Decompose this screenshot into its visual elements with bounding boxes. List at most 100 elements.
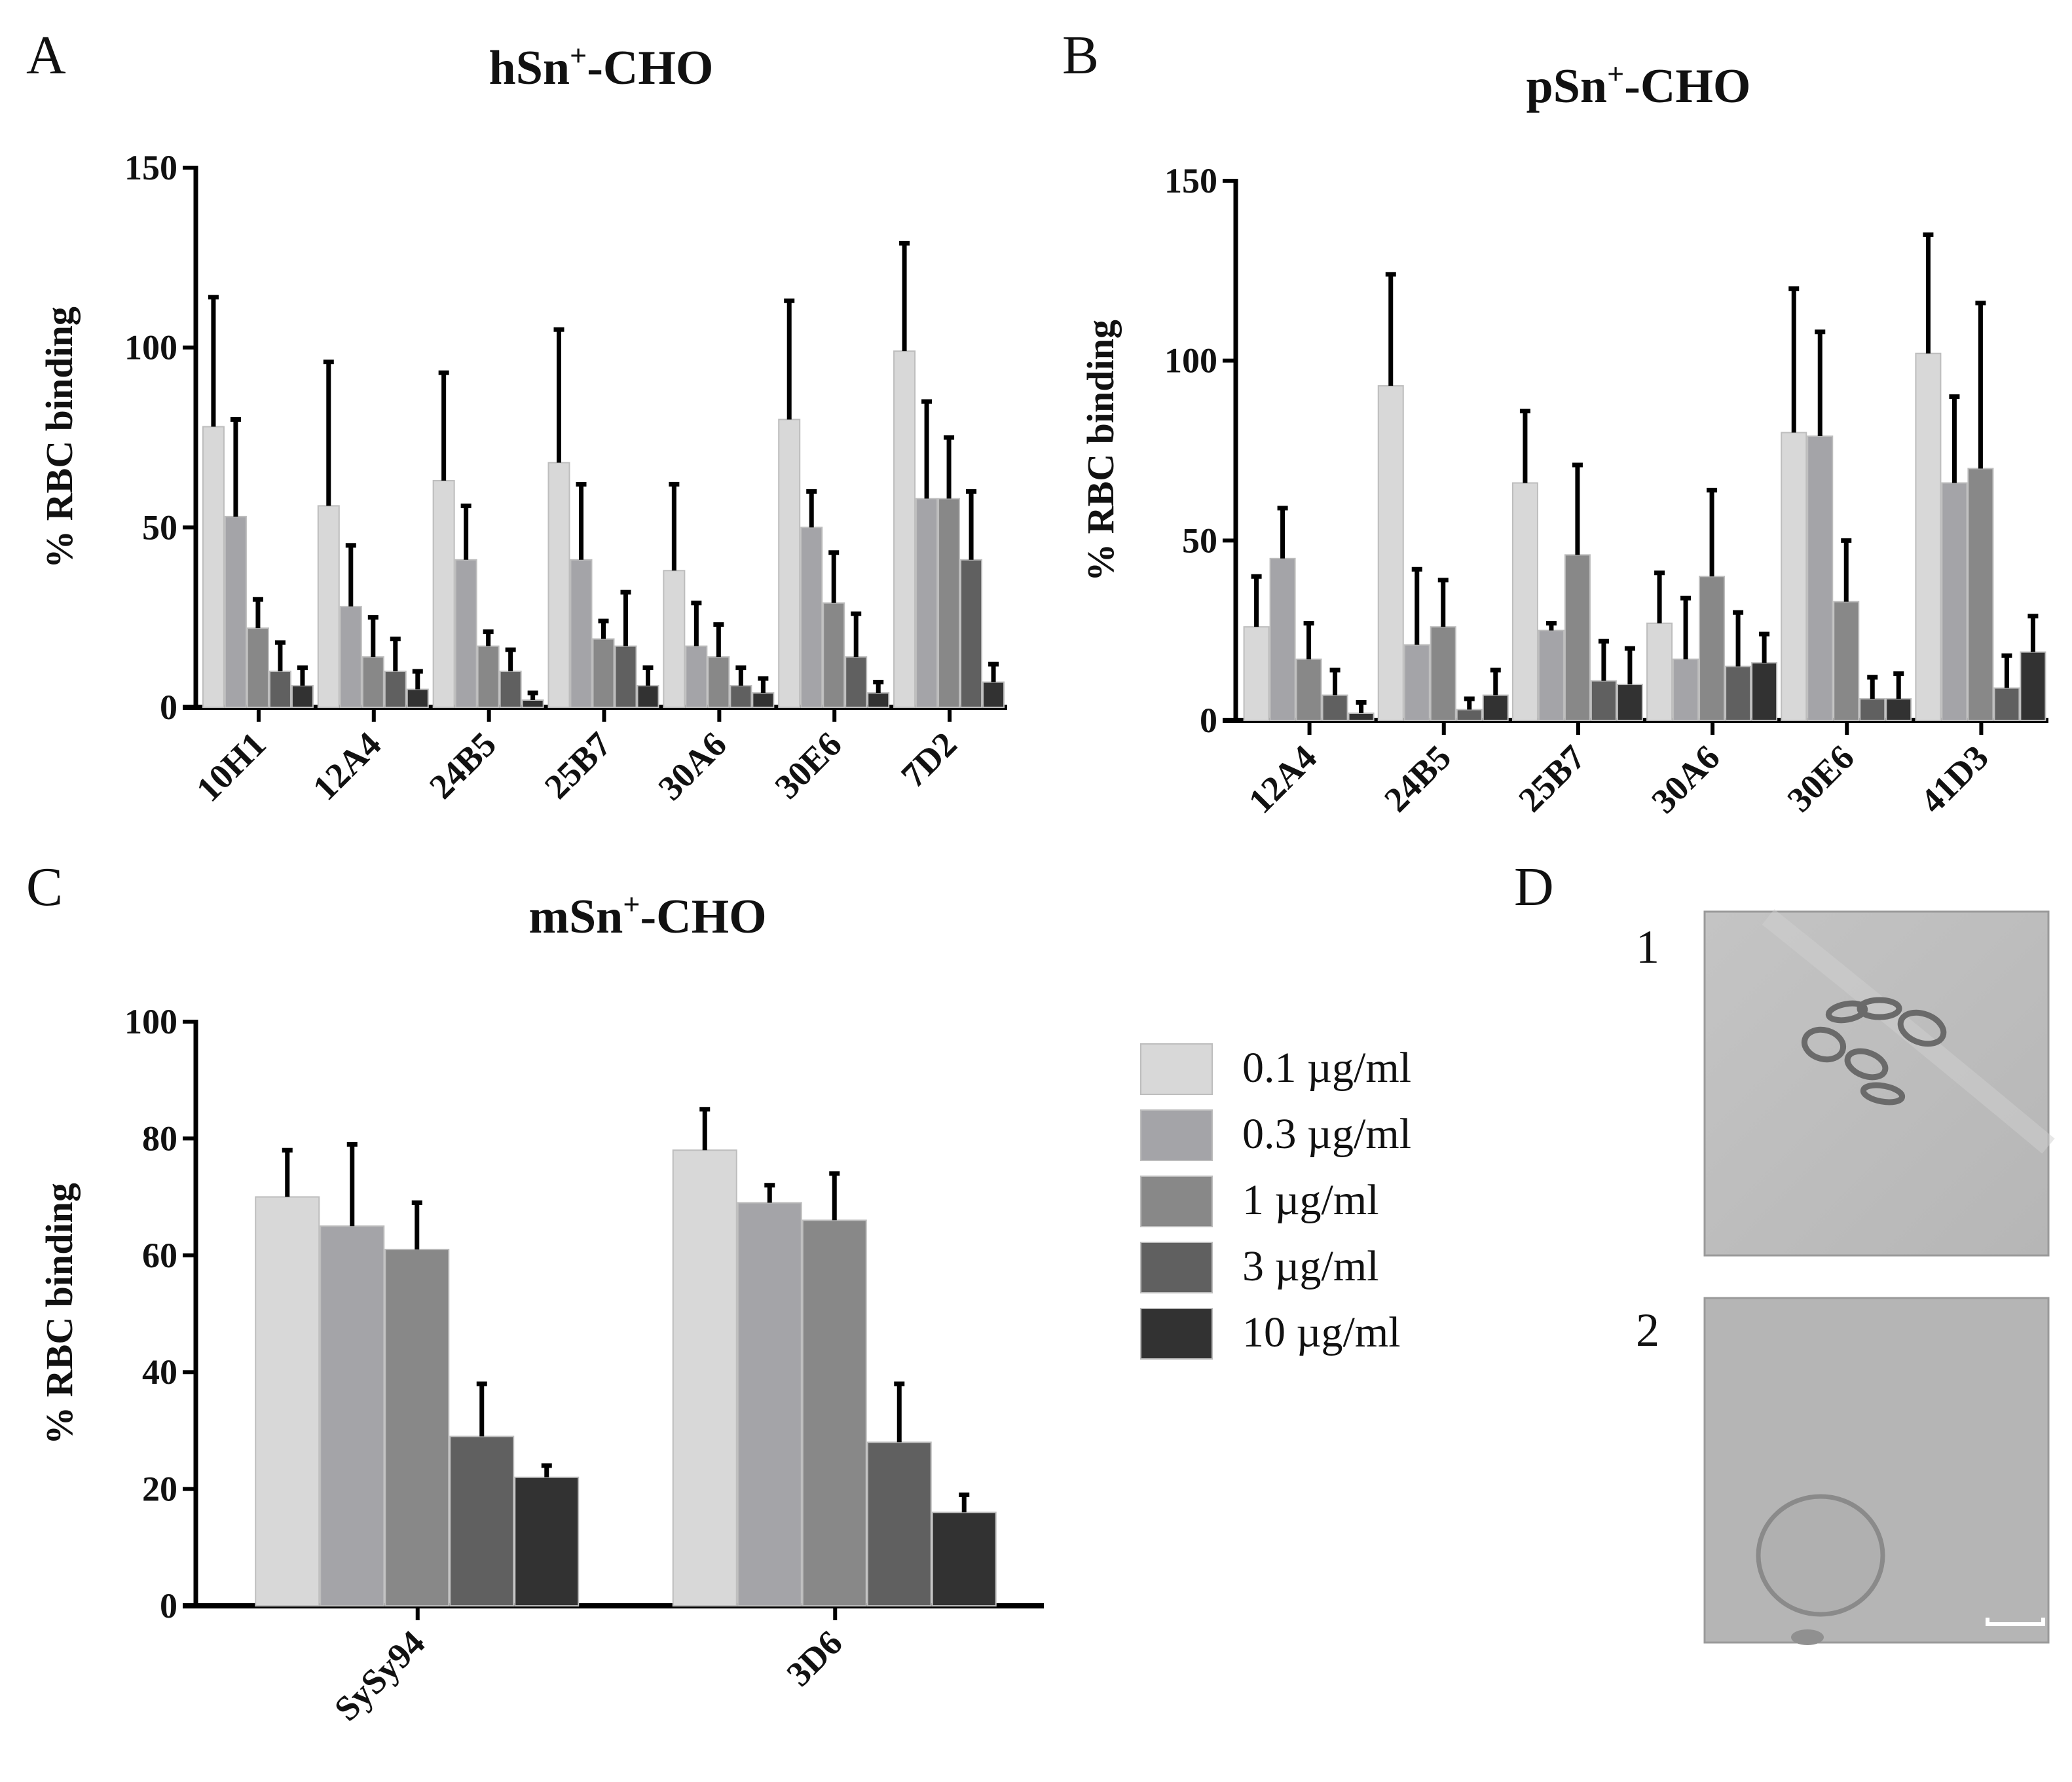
bar	[1751, 662, 1778, 722]
title-rest: -CHO	[587, 41, 713, 95]
x-tick-label: 30A6	[651, 724, 734, 807]
bar	[320, 1225, 385, 1606]
bar	[1967, 468, 1994, 721]
bar	[1699, 576, 1726, 721]
bar	[1377, 385, 1404, 721]
bar	[1482, 694, 1509, 721]
chart-title: pSn+-CHO	[1526, 57, 1751, 113]
legend-label: 1 µg/ml	[1242, 1176, 1379, 1224]
micrograph-label-2: 2	[1636, 1304, 1659, 1356]
bar	[339, 606, 362, 708]
x-tick-label: 10H1	[189, 724, 273, 809]
legend-swatch	[1140, 1109, 1213, 1161]
chart-hsn-cho: hSn+-CHO % RBC binding 0 50 100 150 10H1 12A4 24…	[38, 39, 1007, 809]
title-rest: -CHO	[640, 890, 766, 944]
bar	[752, 692, 775, 708]
x-tick-label: 41D3	[1913, 737, 1996, 821]
x-tick-label: 24B5	[1377, 737, 1458, 819]
bar	[1941, 482, 1968, 721]
bar	[432, 479, 455, 708]
bar	[592, 638, 615, 708]
bar	[1430, 626, 1456, 721]
x-tick-label: 30E6	[768, 724, 849, 806]
title-superscript: +	[623, 887, 640, 921]
bar	[291, 685, 314, 709]
bar	[916, 498, 938, 708]
bar	[1993, 687, 2020, 722]
bar	[931, 1512, 997, 1607]
chart-title: hSn+-CHO	[489, 39, 714, 95]
bar	[672, 1149, 737, 1606]
y-tick-label: 100	[1164, 341, 1217, 381]
y-tick-label: 0	[1200, 701, 1217, 740]
bar	[246, 627, 269, 708]
y-tick-label: 100	[124, 328, 177, 367]
bar	[521, 699, 544, 708]
title-superscript: +	[1607, 57, 1624, 90]
bar	[1511, 482, 1538, 721]
scale-bar	[1986, 1618, 2045, 1626]
bar	[477, 645, 500, 709]
bar	[2020, 651, 2046, 721]
chart-title: mSn+-CHO	[528, 887, 766, 944]
bar	[1322, 694, 1348, 721]
y-tick-label: 50	[142, 508, 177, 547]
y-tick-label: 150	[124, 148, 177, 187]
bar	[499, 671, 522, 708]
bar	[1915, 352, 1942, 721]
title-superscript: +	[570, 39, 587, 72]
bar	[1590, 680, 1617, 722]
bar	[1564, 554, 1591, 721]
bar	[1269, 557, 1296, 721]
chart-msn-cho: mSn+-CHO % RBC binding 0 20 40 60 80 100 SySy94 3…	[38, 887, 1044, 1728]
bar	[1403, 644, 1430, 722]
bar	[730, 685, 752, 709]
x-tick-label: 25B7	[537, 724, 619, 806]
bar	[663, 570, 686, 709]
x-tick-label: SySy94	[327, 1623, 432, 1728]
panel-label-a: A	[26, 25, 66, 86]
y-tick-label: 20	[142, 1470, 177, 1509]
bar	[1833, 601, 1860, 721]
bar	[268, 671, 291, 708]
x-tick-label: 12A4	[1241, 737, 1324, 821]
bar	[1646, 622, 1673, 721]
bar	[778, 418, 801, 708]
bar	[1616, 684, 1643, 721]
panel-label-b: B	[1062, 25, 1099, 86]
bar	[570, 559, 593, 708]
x-tick-label: 30A6	[1644, 737, 1727, 821]
bar	[361, 656, 384, 708]
bar	[823, 602, 845, 709]
y-tick-label: 50	[1182, 521, 1217, 560]
title-main: mSn	[528, 890, 623, 944]
panel-label-d: D	[1514, 857, 1554, 918]
bar	[202, 426, 225, 709]
micrograph-2	[1703, 1297, 2050, 1645]
bar	[1348, 713, 1375, 721]
bar	[938, 498, 961, 708]
bar	[982, 681, 1005, 708]
bar	[1243, 626, 1270, 721]
bar	[614, 645, 637, 709]
bar	[707, 656, 730, 708]
bar	[1885, 698, 1912, 722]
x-tick-label: 24B5	[422, 724, 504, 806]
chart-psn-cho: pSn+-CHO % RBC binding 0 50 100 150 12A4 24B5 25…	[1079, 57, 2048, 821]
y-axis-label: % RBC binding	[38, 306, 81, 568]
bar	[547, 462, 570, 708]
bar	[224, 515, 247, 708]
y-tick-label: 80	[142, 1119, 177, 1158]
x-tick-label: 7D2	[893, 724, 964, 795]
y-tick-label: 40	[142, 1352, 177, 1392]
y-axis-label: % RBC binding	[38, 1183, 81, 1445]
legend: 0.1 µg/ml 0.3 µg/ml 1 µg/ml 3 µg/ml 10 µg/ml	[1140, 1043, 1411, 1360]
bar	[845, 656, 868, 708]
micrograph-1	[1703, 909, 2055, 1257]
bar	[867, 692, 890, 708]
legend-swatch	[1140, 1308, 1213, 1360]
bar	[384, 1248, 450, 1606]
legend-swatch	[1140, 1242, 1213, 1293]
bar	[406, 688, 429, 708]
